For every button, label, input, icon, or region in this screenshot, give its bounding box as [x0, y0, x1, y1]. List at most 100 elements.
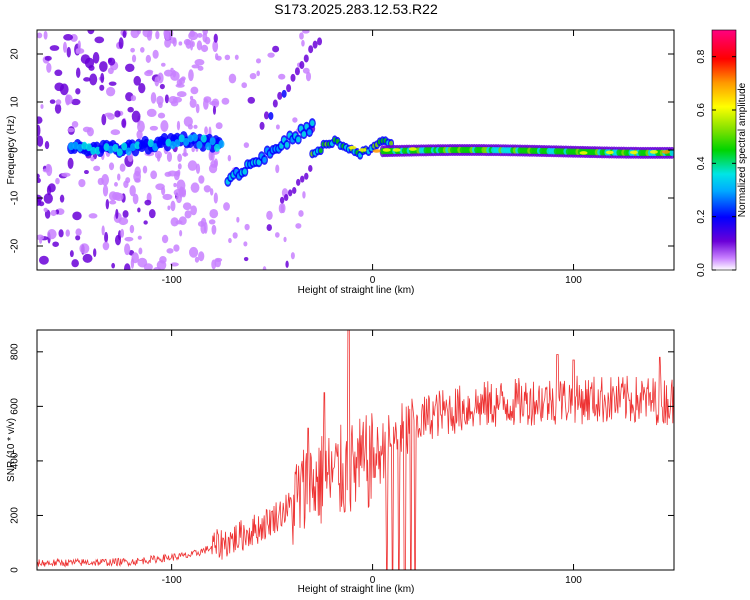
carrier-core: [90, 146, 97, 155]
colorbar-label: Normalized spectral amplitude: [737, 82, 748, 217]
spectrogram-y-ticks: -20 -10 0 10 20: [10, 48, 674, 253]
snr-frame: [36, 329, 675, 571]
snr-panel: -100 0 100 0 200 400 600 800 Height of straigh…: [6, 329, 675, 595]
lower-branch: [304, 172, 309, 180]
noise-speckle: [63, 33, 74, 41]
noise-speckle: [190, 182, 200, 193]
noise-speckle: [65, 229, 70, 237]
noise-speckle: [37, 177, 41, 184]
noise-speckle: [55, 177, 60, 185]
noise-speckle: [215, 122, 223, 130]
lower-branch: [308, 164, 313, 172]
carrier-core: [68, 142, 75, 151]
noise-speckle: [213, 192, 218, 204]
noise-speckle: [37, 173, 40, 179]
noise-speckle: [176, 120, 181, 131]
noise-speckle: [108, 81, 117, 86]
noise-speckle: [168, 96, 178, 104]
noise-speckle: [59, 194, 65, 203]
colorbar-tick-label: 0.6: [696, 103, 707, 117]
noise-speckle: [46, 62, 52, 73]
colorbar-tick-label: 0.0: [696, 263, 707, 277]
noise-speckle: [244, 223, 250, 231]
noise-speckle: [137, 120, 145, 133]
noise-speckle: [295, 223, 302, 229]
noise-speckle: [194, 58, 205, 66]
noise-speckle: [177, 163, 182, 170]
noise-speckle: [213, 33, 218, 43]
noise-speckle: [177, 169, 181, 175]
noise-speckle: [75, 88, 81, 95]
noise-speckle: [170, 67, 174, 73]
noise-speckle: [82, 253, 93, 263]
noise-speckle: [190, 205, 197, 216]
noise-speckle: [159, 256, 167, 264]
noise-speckle: [44, 141, 50, 150]
noise-speckle: [44, 55, 52, 61]
snr-series-line: [37, 330, 674, 570]
noise-speckle: [131, 54, 137, 63]
noise-speckle: [104, 112, 114, 117]
noise-speckle: [71, 259, 79, 268]
noise-speckle: [72, 211, 82, 221]
upper-branch: [268, 111, 274, 120]
noise-speckle: [285, 260, 289, 269]
noise-speckle: [157, 112, 166, 119]
noise-speckle: [43, 193, 53, 204]
noise-speckle: [136, 130, 143, 140]
noise-speckle: [164, 38, 172, 48]
upper-branch: [290, 73, 296, 82]
branch-core: [242, 168, 247, 175]
noise-speckle: [138, 82, 146, 94]
noise-speckle: [183, 116, 193, 127]
lower-branch: [292, 186, 297, 194]
noise-speckle: [37, 124, 41, 137]
noise-speckle: [170, 262, 179, 267]
noise-speckle: [292, 117, 298, 123]
y-tick-label: 600: [10, 398, 21, 415]
carrier-core: [209, 137, 216, 146]
noise-speckle: [184, 210, 192, 219]
noise-speckle: [134, 178, 141, 183]
noise-speckle: [109, 200, 117, 205]
noise-speckle: [227, 154, 232, 162]
noise-speckle: [38, 201, 45, 207]
carrier-core: [214, 143, 221, 152]
noise-speckle: [164, 171, 172, 177]
upper-branch: [263, 111, 269, 120]
x-tick-label: -100: [162, 275, 182, 286]
noise-speckle: [99, 84, 105, 91]
noise-speckle: [203, 98, 209, 110]
upper-branch: [312, 40, 318, 49]
noise-speckle: [156, 153, 161, 162]
noise-speckle: [71, 98, 81, 106]
noise-speckle: [130, 30, 140, 39]
noise-speckle: [102, 241, 110, 251]
noise-speckle: [278, 73, 286, 80]
noise-speckle: [176, 179, 186, 192]
noise-speckle: [182, 152, 189, 157]
noise-speckle: [129, 224, 135, 234]
lower-branch: [296, 178, 301, 186]
colorbar-gradient: [711, 29, 737, 271]
noise-speckle: [87, 30, 95, 35]
noise-speckle: [298, 210, 304, 217]
noise-speckle: [88, 213, 98, 219]
noise-speckle: [130, 95, 137, 102]
carrier-core: [183, 137, 190, 146]
snr-y-ticks: 0 200 400 600 800: [10, 343, 674, 573]
x-tick-label: -100: [162, 575, 182, 586]
colorbar-tick-label: 0.4: [696, 156, 707, 170]
colorbar: 0.0 0.2 0.4 0.6 0.8 Normalized spectral ampl…: [696, 29, 748, 277]
lower-branch: [300, 175, 305, 183]
noise-speckle: [40, 104, 44, 109]
upper-branch: [308, 45, 314, 54]
snr-y-label: SNR (10 * v/v): [6, 418, 17, 482]
noise-speckle: [275, 164, 280, 174]
noise-speckle: [117, 173, 121, 181]
carrier-hotspot: [649, 150, 658, 154]
noise-speckle: [236, 216, 240, 223]
carrier-core: [143, 138, 150, 147]
noise-speckle: [243, 256, 249, 262]
noise-speckle: [124, 63, 135, 72]
